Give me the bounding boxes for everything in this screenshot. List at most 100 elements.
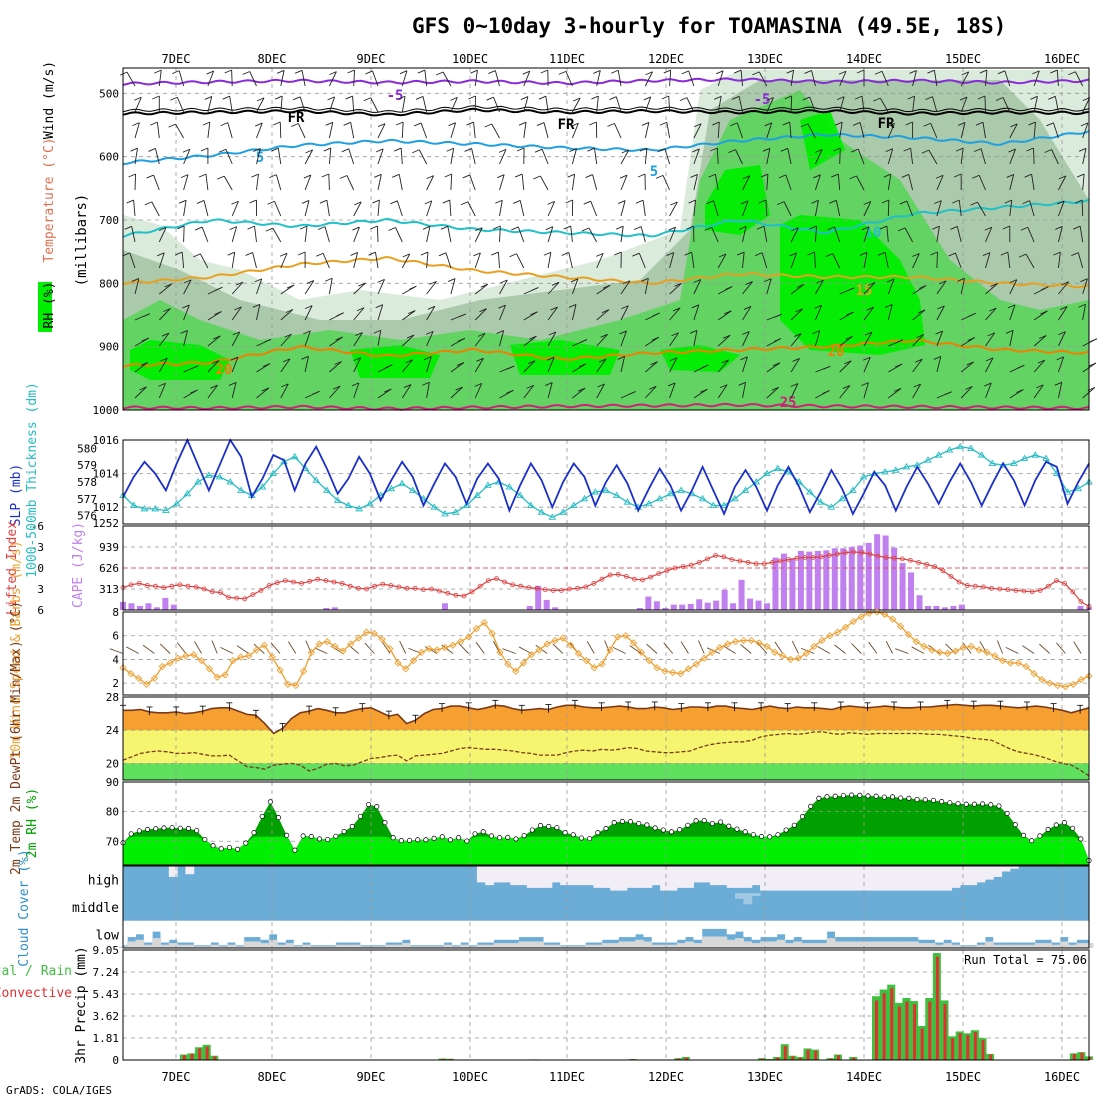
wind-barb-flag [474, 382, 482, 387]
wind-barb-flag [1058, 331, 1066, 336]
lifted-marker [981, 584, 986, 590]
wind-barb-flag [464, 147, 472, 152]
lifted-marker [753, 561, 759, 567]
wind-barb-flag [985, 357, 994, 362]
thickness-marker [698, 494, 707, 502]
wind-speed-marker [920, 642, 928, 651]
precip-convective-bar [943, 1004, 947, 1060]
surface-wind-barb [740, 644, 752, 654]
wind-barb [594, 148, 598, 165]
rh-marker [668, 829, 675, 835]
wind-barb [596, 96, 599, 113]
cloud-clear-cell [510, 866, 520, 886]
wind-barb [742, 175, 751, 191]
wind-barb-flag [460, 201, 469, 206]
wind-barb [1009, 174, 1015, 191]
cloud-clear-cell [576, 920, 586, 946]
surface-wind-barb [458, 643, 469, 654]
rh-marker [685, 822, 691, 828]
surface-wind-barb [287, 641, 297, 654]
precip-convective-bar [205, 1046, 209, 1060]
wind-barb [252, 252, 257, 269]
wind-barb-flag [619, 174, 628, 179]
wind-barb-flag [968, 312, 976, 317]
wind-barb-flag [1004, 199, 1012, 204]
cloud-clear-cell [976, 866, 986, 883]
wind-barb [766, 278, 772, 295]
wind-barb-flag [1078, 303, 1086, 308]
wind-barb [328, 122, 334, 139]
lifted-marker [948, 574, 954, 579]
cape-bar [925, 605, 931, 610]
wind-barb [183, 279, 192, 295]
cape-bar [552, 607, 559, 610]
cloud-clear-cell [735, 866, 744, 888]
isotherm-label: 15 [856, 283, 873, 299]
wind-barb [886, 226, 889, 243]
wind-barb [424, 70, 428, 87]
wind-barb [662, 175, 671, 191]
wind-barb-flag [827, 226, 835, 231]
wind-barb-flag [935, 174, 944, 179]
cloud-low-cell [893, 941, 903, 948]
cloud-low-cell [909, 941, 919, 948]
thickness-marker [709, 501, 718, 508]
cloud-clear-cell [768, 866, 778, 891]
wind-barb [960, 278, 965, 295]
wind-barb [642, 200, 646, 217]
wind-barb [304, 356, 309, 373]
wind-barb-flag [373, 329, 381, 334]
wind-barb [474, 333, 486, 347]
surface-wind-barb [698, 640, 705, 654]
cloud-clear-cell [735, 920, 744, 932]
wind-barb [596, 70, 601, 87]
wind-barb-flag [886, 278, 895, 283]
lifted-marker [916, 560, 921, 565]
y-tick-label: 28 [106, 691, 119, 704]
wind-barb [280, 70, 285, 87]
wind-barb-flag [565, 199, 573, 204]
cloud-clear-cell [518, 920, 528, 938]
cloud-clear-cell [810, 920, 819, 940]
wind-barb-flag [422, 381, 430, 386]
thickness-marker [419, 494, 428, 502]
wind-barb-flag [883, 173, 891, 178]
wind-barb-flag [833, 147, 841, 152]
lifted-marker [558, 588, 564, 593]
thickness-marker [752, 478, 761, 485]
wind-barb [985, 382, 992, 399]
wind-speed-marker [323, 638, 331, 646]
wind-speed-marker [959, 643, 967, 652]
lifted-marker [567, 586, 572, 592]
wind-barb [126, 71, 136, 87]
cape-bar [899, 563, 906, 610]
wind-barb [565, 71, 573, 87]
wind-barb [742, 226, 747, 243]
wind-barb [863, 331, 873, 347]
thickness-marker [580, 494, 589, 502]
wind-barb-flag [1058, 175, 1067, 180]
wind-barb [474, 308, 487, 321]
wind-barb-flag [415, 95, 424, 100]
cloud-low-cell [526, 941, 536, 948]
wind-barb-flag [475, 227, 483, 232]
wind-barb [571, 278, 579, 295]
wind-barb-flag [168, 123, 176, 128]
y-tick-label: 1000 [93, 404, 120, 417]
isotherm-label: 5 [650, 164, 658, 180]
precip-convective-bar [897, 1006, 901, 1060]
wind-barb [832, 253, 841, 269]
cloud-low-cell [768, 941, 778, 948]
wind-barb [978, 175, 986, 191]
rh-marker [849, 792, 855, 798]
lifted-marker [794, 555, 800, 561]
top-date-label: 12DEC [648, 52, 684, 66]
wind-barb [1082, 148, 1087, 165]
wind-barb-flag [979, 69, 988, 74]
wind-barb-flag [376, 148, 384, 153]
cloud-layer-label: middle [72, 901, 119, 916]
wind-barb [906, 200, 914, 217]
cloud-low-cell [959, 946, 969, 948]
panel-ylabel: Lifted Index [5, 521, 20, 615]
wind-barb-flag [791, 227, 799, 232]
